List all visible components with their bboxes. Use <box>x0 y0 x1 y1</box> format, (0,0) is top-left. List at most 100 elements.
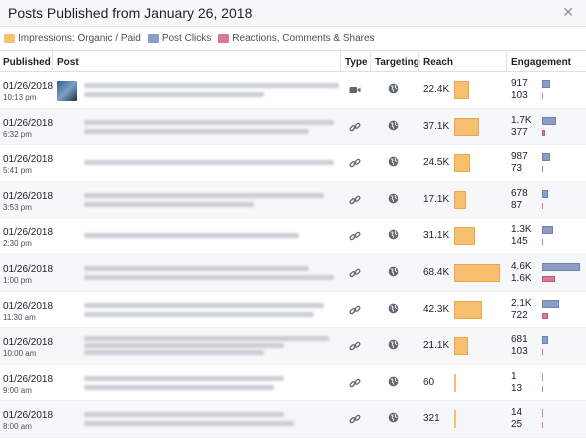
published-time: 3:53 pm <box>3 202 32 212</box>
clicks-bar <box>542 80 550 88</box>
col-targeting[interactable]: Targeting <box>375 57 420 68</box>
col-published[interactable]: Published <box>3 57 51 68</box>
post-text-blurred[interactable] <box>84 201 254 207</box>
published-date: 01/26/2018 <box>3 373 54 385</box>
post-text-blurred[interactable] <box>84 192 324 198</box>
table-row[interactable]: 01/26/2018 8:00 am 321 14 25 <box>0 401 586 438</box>
post-text-blurred[interactable] <box>84 83 339 88</box>
link-icon <box>349 304 361 316</box>
post-text-blurred[interactable] <box>84 421 294 427</box>
reactions-value: 103 <box>511 90 528 101</box>
reactions-value: 722 <box>511 309 528 321</box>
reach-bar <box>454 154 470 173</box>
globe-icon <box>388 376 399 387</box>
post-text-blurred[interactable] <box>84 92 264 97</box>
post-text-blurred[interactable] <box>84 265 309 271</box>
clicks-value: 678 <box>511 187 528 199</box>
post-text-blurred[interactable] <box>84 233 299 239</box>
clicks-value: 681 <box>511 334 528 346</box>
post-text-blurred[interactable] <box>84 274 334 280</box>
globe-icon <box>388 339 399 350</box>
reactions-value: 377 <box>511 126 528 138</box>
legend-label: Impressions: Organic / Paid <box>18 32 141 44</box>
globe-icon <box>388 412 399 423</box>
reach-value: 22.4K <box>423 84 450 95</box>
clicks-swatch <box>147 33 159 43</box>
post-text-blurred[interactable] <box>84 350 264 356</box>
reactions-value: 103 <box>511 346 528 358</box>
clicks-bar <box>542 372 543 381</box>
published-date: 01/26/2018 <box>3 227 54 239</box>
post-text-blurred[interactable] <box>84 302 324 308</box>
published-time: 1:00 pm <box>3 275 32 285</box>
reach-bar <box>454 337 468 356</box>
clicks-value: 1.7K <box>511 114 532 126</box>
reactions-bar <box>542 349 543 356</box>
posts-table: Published Post Type Targeting Reach Enga… <box>0 50 586 438</box>
table-row[interactable]: 01/26/2018 9:00 am 60 1 13 <box>0 365 586 402</box>
post-text-blurred[interactable] <box>84 375 284 381</box>
link-icon <box>349 121 361 133</box>
link-icon <box>349 157 361 169</box>
post-text-blurred[interactable] <box>84 343 284 349</box>
link-icon <box>349 340 361 352</box>
globe-icon <box>388 266 399 277</box>
clicks-bar <box>542 409 543 418</box>
post-text-blurred[interactable] <box>84 412 284 418</box>
table-row[interactable]: 01/26/2018 11:30 am 42.3K 2.1K 722 <box>0 292 586 329</box>
reach-value: 42.3K <box>423 303 450 315</box>
table-row[interactable]: 01/26/2018 1:00 pm 68.4K 4.6K 1.6K <box>0 254 586 292</box>
published-date: 01/26/2018 <box>3 81 54 92</box>
table-row[interactable]: 01/26/2018 3:53 pm 17.1K 678 87 <box>0 181 586 219</box>
published-time: 10:00 am <box>3 349 37 359</box>
clicks-bar <box>542 116 556 125</box>
reactions-bar <box>542 275 555 282</box>
globe-icon <box>388 229 399 240</box>
close-icon[interactable]: ✕ <box>562 4 574 20</box>
published-time: 6:32 pm <box>3 129 32 139</box>
reach-value: 24.5K <box>423 157 450 169</box>
post-text-blurred[interactable] <box>84 128 309 134</box>
published-date: 01/26/2018 <box>3 190 54 202</box>
clicks-value: 14 <box>511 407 523 419</box>
reactions-bar <box>542 422 543 429</box>
legend-label: Post Clicks <box>161 32 212 44</box>
post-text-blurred[interactable] <box>84 160 334 166</box>
globe-icon <box>388 120 399 131</box>
col-type[interactable]: Type <box>345 57 368 68</box>
post-text-blurred[interactable] <box>84 336 329 342</box>
post-thumbnail[interactable] <box>57 81 77 101</box>
clicks-value: 2.1K <box>511 297 532 309</box>
reactions-bar <box>542 202 543 209</box>
reactions-bar <box>542 239 543 246</box>
reach-bar <box>454 117 479 136</box>
published-time: 2:30 pm <box>3 239 32 249</box>
table-row[interactable]: 01/26/2018 10:13 pm 22.4K 917 103 <box>0 72 586 109</box>
table-row[interactable]: 01/26/2018 5:41 pm 24.5K 987 73 <box>0 145 586 182</box>
reach-value: 17.1K <box>423 193 450 205</box>
published-date: 01/26/2018 <box>3 263 54 275</box>
published-time: 8:00 am <box>3 422 32 432</box>
link-icon <box>349 377 361 389</box>
dialog-title: Posts Published from January 26, 2018 <box>8 5 253 21</box>
post-text-blurred[interactable] <box>84 119 334 125</box>
clicks-bar <box>542 336 548 345</box>
link-icon <box>349 230 361 242</box>
col-post[interactable]: Post <box>57 57 79 68</box>
reach-bar <box>454 263 500 282</box>
clicks-bar <box>542 262 580 271</box>
reactions-bar <box>542 166 543 173</box>
post-text-blurred[interactable] <box>84 311 314 317</box>
post-text-blurred[interactable] <box>84 384 274 390</box>
col-reach[interactable]: Reach <box>423 57 454 68</box>
reactions-value: 87 <box>511 199 523 211</box>
link-icon <box>349 267 361 279</box>
table-row[interactable]: 01/26/2018 6:32 pm 37.1K 1.7K 377 <box>0 108 586 146</box>
table-row[interactable]: 01/26/2018 2:30 pm 31.1K 1.3K 145 <box>0 218 586 255</box>
col-engagement[interactable]: Engagement <box>511 57 572 68</box>
clicks-value: 4.6K <box>511 260 532 272</box>
table-row[interactable]: 01/26/2018 10:00 am 21.1K 681 103 <box>0 328 586 365</box>
table-body: 01/26/2018 10:13 pm 22.4K 917 103 01/26/2018 6… <box>0 72 586 438</box>
reach-bar <box>454 227 475 246</box>
reach-value: 321 <box>423 413 440 425</box>
